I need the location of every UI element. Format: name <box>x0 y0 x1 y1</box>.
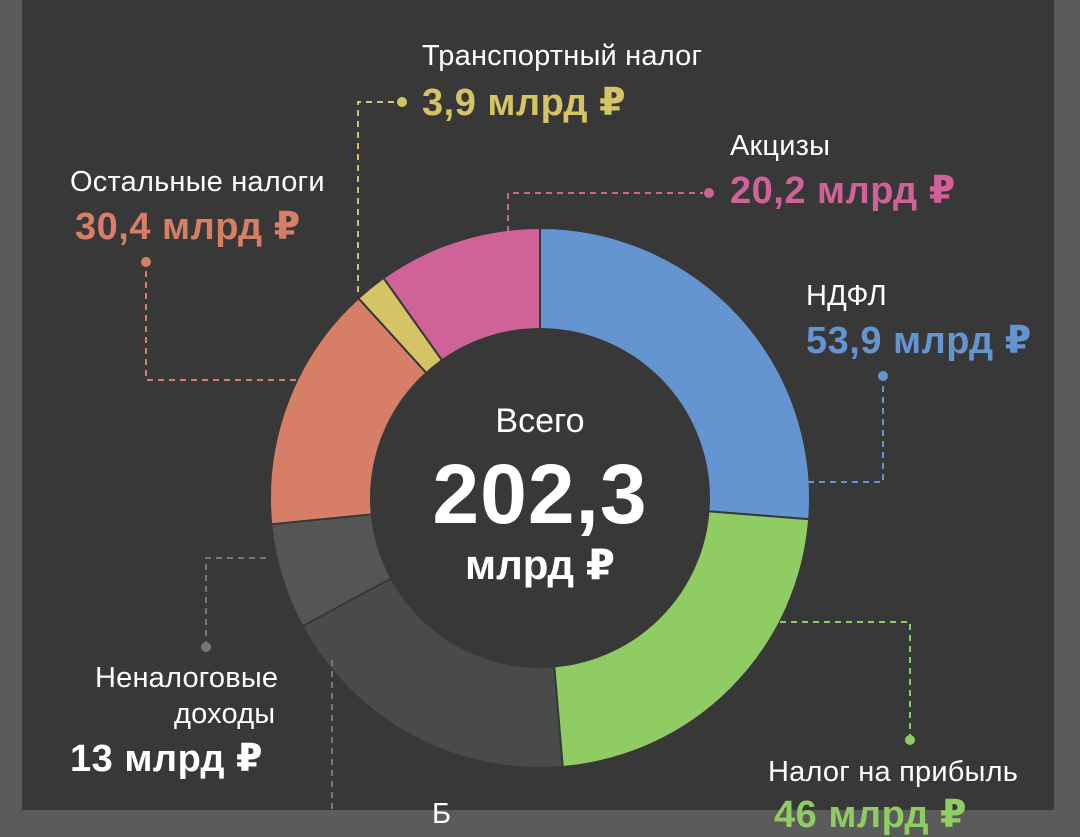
label-bottom-name-fragment: Б <box>432 798 452 830</box>
leader-transport <box>357 101 398 292</box>
label-excise-name: Акцизы <box>730 130 831 162</box>
label-transport-name: Транспортный налог <box>422 40 703 72</box>
dot-profit <box>905 735 915 745</box>
dot-other <box>141 257 151 267</box>
label-profit-name: Налог на прибыль <box>768 756 1018 788</box>
label-ndfl-value: 53,9 млрд ₽ <box>806 320 1032 362</box>
label-nontax-name-2: доходы <box>174 698 276 730</box>
label-transport-value: 3,9 млрд ₽ <box>422 82 627 124</box>
donut-chart <box>141 97 915 810</box>
dot-nontax <box>201 642 211 652</box>
label-nontax-value: 13 млрд ₽ <box>70 738 263 780</box>
dot-transport <box>397 97 407 107</box>
label-profit-value: 46 млрд ₽ <box>774 794 967 836</box>
total-label: Всего <box>495 402 585 440</box>
dot-ndfl <box>878 371 888 381</box>
leader-ndfl <box>808 378 884 483</box>
label-ndfl-name: НДФЛ <box>806 280 887 312</box>
leader-profit <box>780 621 911 738</box>
dot-excise <box>704 188 714 198</box>
label-other-name: Остальные налоги <box>70 166 325 198</box>
leader-other <box>145 264 296 381</box>
label-other-value: 30,4 млрд ₽ <box>75 206 301 248</box>
total-value: 202,3 <box>432 447 648 541</box>
total-unit: млрд ₽ <box>465 541 615 588</box>
label-nontax-name-1: Неналоговые <box>95 662 279 694</box>
donut-hole <box>370 328 710 668</box>
leader-nontax <box>205 557 266 645</box>
infographic: Всего 202,3 млрд ₽ НДФЛ 53,9 млрд ₽ Нало… <box>22 0 1054 836</box>
label-excise-value: 20,2 млрд ₽ <box>730 170 956 212</box>
leader-excise <box>507 192 703 232</box>
